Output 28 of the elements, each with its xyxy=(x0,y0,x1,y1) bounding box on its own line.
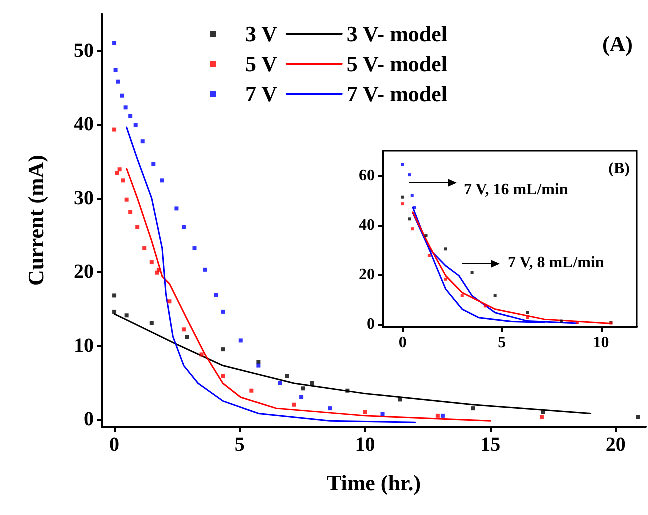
legend-label: 5 V- model xyxy=(346,52,448,76)
x-tick-label: 5 xyxy=(498,334,506,352)
annotation: 7 V, 8 mL/min xyxy=(508,254,604,272)
annotation: 7 V, 16 mL/min xyxy=(464,182,568,198)
y-tick-label: 50 xyxy=(74,40,94,62)
y-axis-title: Current (mA) xyxy=(24,155,48,286)
y-tick-label: 30 xyxy=(74,187,94,210)
y-tick-label: 0 xyxy=(84,408,94,431)
text: (A) xyxy=(602,32,634,56)
x-tick-label: 5 xyxy=(234,434,245,456)
y-tick-label: 40 xyxy=(359,216,375,234)
x-tick-label: 10 xyxy=(593,334,610,352)
x-tick-label: 0 xyxy=(110,434,120,456)
y-tick-label: 0 xyxy=(367,316,375,334)
y-tick-label: 60 xyxy=(359,167,375,184)
x-tick-label: 0 xyxy=(398,334,407,352)
legend-label: 7 V xyxy=(246,82,278,106)
y-tick-label: 20 xyxy=(359,266,375,284)
legend-label: 7 V- model xyxy=(346,82,448,106)
y-tick-label: 20 xyxy=(74,261,94,284)
legend-label: 5 V xyxy=(246,52,278,76)
legend-label: 3 V- model xyxy=(346,22,448,46)
x-tick-label: 15 xyxy=(480,434,501,456)
x-axis-title: Time (hr.) xyxy=(326,470,422,496)
text: (B) xyxy=(608,160,630,178)
y-tick-label: 40 xyxy=(74,114,94,136)
legend-label: 3 V xyxy=(246,22,278,46)
x-tick-label: 20 xyxy=(606,434,626,456)
